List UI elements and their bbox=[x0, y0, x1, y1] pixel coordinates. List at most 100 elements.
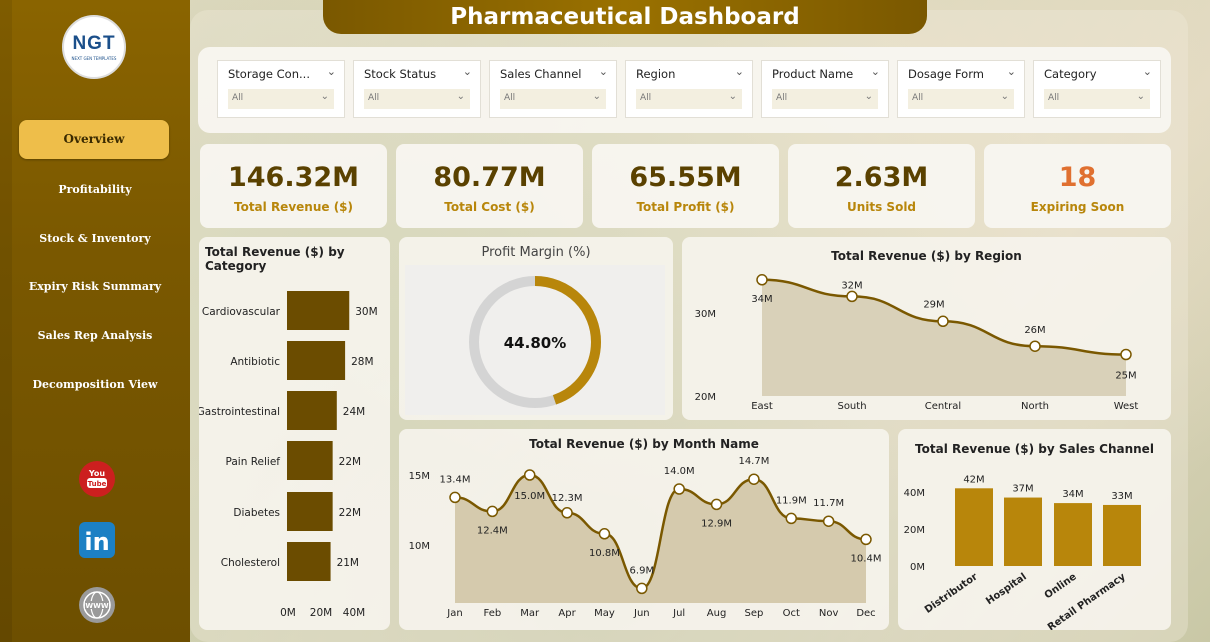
month-data-label: 10.4M bbox=[851, 553, 882, 564]
page-title: Pharmaceutical Dashboard bbox=[323, 0, 927, 34]
region-x-label: East bbox=[751, 401, 773, 412]
chart-title-wrap: Total Revenue ($) by Month Name bbox=[399, 433, 889, 452]
filter-storage-con[interactable]: Storage Con... ⌄ All ⌄ bbox=[217, 60, 345, 118]
chart-title: Total Revenue ($) by Region bbox=[831, 249, 1022, 263]
chart-revenue-by-month: Total Revenue ($) by Month Name 13.4M Jan… bbox=[399, 429, 889, 630]
month-point bbox=[860, 533, 872, 546]
region-point bbox=[937, 315, 949, 328]
linkedin-icon[interactable]: in bbox=[78, 521, 116, 559]
filter-select[interactable]: All ⌄ bbox=[636, 89, 742, 109]
filter-value: All bbox=[640, 93, 652, 103]
month-point bbox=[449, 491, 461, 504]
region-area-fill bbox=[762, 279, 1126, 396]
sidebar-item-decomposition[interactable]: Decomposition View bbox=[32, 378, 158, 391]
chevron-down-icon: ⌄ bbox=[728, 91, 737, 102]
month-x-label: May bbox=[594, 608, 615, 619]
chevron-down-icon[interactable]: ⌄ bbox=[870, 65, 880, 78]
svg-text:You: You bbox=[88, 469, 106, 478]
filter-label: Dosage Form bbox=[908, 67, 984, 81]
chevron-down-icon[interactable]: ⌄ bbox=[734, 65, 744, 78]
bar-data-label: 30M bbox=[355, 306, 377, 318]
filter-dosage-form[interactable]: Dosage Form ⌄ All ⌄ bbox=[897, 60, 1025, 118]
region-data-label: 26M bbox=[1024, 325, 1045, 336]
kpi-value: 65.55M bbox=[629, 162, 742, 193]
filter-select[interactable]: All ⌄ bbox=[772, 89, 878, 109]
category-label: Diabetes bbox=[233, 507, 280, 519]
filter-value: All bbox=[776, 93, 788, 103]
kpi-card: 80.77M Total Cost ($) bbox=[396, 144, 583, 228]
sidebar-edge bbox=[0, 0, 12, 642]
filter-product-name[interactable]: Product Name ⌄ All ⌄ bbox=[761, 60, 889, 118]
chevron-down-icon[interactable]: ⌄ bbox=[326, 65, 336, 78]
chevron-down-icon[interactable]: ⌄ bbox=[1006, 65, 1016, 78]
month-x-label: Aug bbox=[707, 608, 727, 619]
chart-title: Profit Margin (%) bbox=[481, 245, 591, 260]
bar-data-label: 21M bbox=[337, 557, 359, 569]
month-data-label: 12.4M bbox=[477, 525, 508, 536]
filter-category[interactable]: Category ⌄ All ⌄ bbox=[1033, 60, 1161, 118]
chevron-down-icon[interactable]: ⌄ bbox=[598, 65, 608, 78]
chart-revenue-by-region: Total Revenue ($) by Region 34M East 32M So… bbox=[682, 237, 1171, 420]
filter-select[interactable]: All ⌄ bbox=[228, 89, 334, 109]
filter-value: All bbox=[912, 93, 924, 103]
bar-data-label: 28M bbox=[351, 356, 373, 368]
kpi-value: 80.77M bbox=[433, 162, 546, 193]
category-bar bbox=[287, 391, 337, 430]
filter-value: All bbox=[232, 93, 244, 103]
category-label: Pain Relief bbox=[226, 456, 281, 468]
bar-data-label: 22M bbox=[339, 456, 361, 468]
filter-sales-channel[interactable]: Sales Channel ⌄ All ⌄ bbox=[489, 60, 617, 118]
x-tick-label: 0M bbox=[280, 607, 296, 619]
chart-title: Total Revenue ($) by Category bbox=[205, 245, 345, 273]
region-data-label: 34M bbox=[751, 294, 772, 305]
logo-subtext: NEXT GEN TEMPLATES bbox=[71, 56, 117, 61]
filter-select[interactable]: All ⌄ bbox=[364, 89, 470, 109]
month-area-svg: 13.4M Jan 12.4M Feb 15.0M Mar 12.3M Apr 10.8M May… bbox=[409, 456, 882, 619]
filter-region[interactable]: Region ⌄ All ⌄ bbox=[625, 60, 753, 118]
youtube-icon[interactable]: You Tube bbox=[78, 460, 116, 498]
filter-value: All bbox=[368, 93, 380, 103]
chevron-down-icon[interactable]: ⌄ bbox=[462, 65, 472, 78]
chevron-down-icon: ⌄ bbox=[592, 91, 601, 102]
filter-label: Product Name bbox=[772, 67, 854, 81]
website-icon[interactable]: WWW bbox=[78, 586, 116, 624]
chevron-down-icon: ⌄ bbox=[456, 91, 465, 102]
filter-select[interactable]: All ⌄ bbox=[1044, 89, 1150, 109]
month-x-label: Oct bbox=[783, 608, 800, 619]
month-x-label: Apr bbox=[558, 608, 576, 619]
filter-select[interactable]: All ⌄ bbox=[500, 89, 606, 109]
chart-profit-margin: Profit Margin (%) 44.80% bbox=[399, 237, 673, 420]
y-tick-label: 0M bbox=[910, 562, 925, 573]
y-tick-label: 20M bbox=[695, 392, 716, 403]
sidebar-item-profitability[interactable]: Profitability bbox=[58, 183, 132, 196]
bar-data-label: 24M bbox=[343, 406, 365, 418]
region-x-label: West bbox=[1114, 401, 1139, 412]
x-tick-label: 20M bbox=[310, 607, 332, 619]
sidebar-item-expiry-risk[interactable]: Expiry Risk Summary bbox=[28, 280, 162, 293]
kpi-card: 18 Expiring Soon bbox=[984, 144, 1171, 228]
month-x-label: Jul bbox=[672, 608, 685, 619]
x-tick-label: 40M bbox=[343, 607, 365, 619]
bar-data-label: 34M bbox=[1062, 489, 1083, 500]
filter-label: Region bbox=[636, 67, 676, 81]
month-point bbox=[748, 473, 760, 485]
sidebar-item-overview[interactable]: Overview bbox=[19, 120, 169, 159]
y-tick-label: 40M bbox=[904, 488, 925, 499]
channel-bar bbox=[955, 488, 993, 566]
chart-title-wrap: Total Revenue ($) by Sales Channel bbox=[898, 438, 1171, 457]
logo: NGT NEXT GEN TEMPLATES bbox=[62, 15, 126, 79]
month-data-label: 15.0M bbox=[514, 491, 545, 502]
chevron-down-icon[interactable]: ⌄ bbox=[1142, 65, 1152, 78]
chart-revenue-by-channel: Total Revenue ($) by Sales Channel 42M Di… bbox=[898, 429, 1171, 630]
bar-data-label: 42M bbox=[963, 474, 984, 485]
month-data-label: 13.4M bbox=[440, 474, 471, 485]
filter-stock-status[interactable]: Stock Status ⌄ All ⌄ bbox=[353, 60, 481, 118]
y-tick-label: 30M bbox=[695, 309, 716, 320]
channel-bar-svg: 42M Distributor 37M Hospital 34M Online 33M Ret… bbox=[904, 474, 1141, 630]
sidebar-item-stock-inventory[interactable]: Stock & Inventory bbox=[39, 232, 151, 245]
kpi-value: 2.63M bbox=[834, 162, 929, 193]
filter-select[interactable]: All ⌄ bbox=[908, 89, 1014, 109]
sidebar-item-sales-rep[interactable]: Sales Rep Analysis bbox=[37, 329, 153, 342]
filter-label: Sales Channel bbox=[500, 67, 582, 81]
logo-text: NGT bbox=[72, 33, 116, 54]
